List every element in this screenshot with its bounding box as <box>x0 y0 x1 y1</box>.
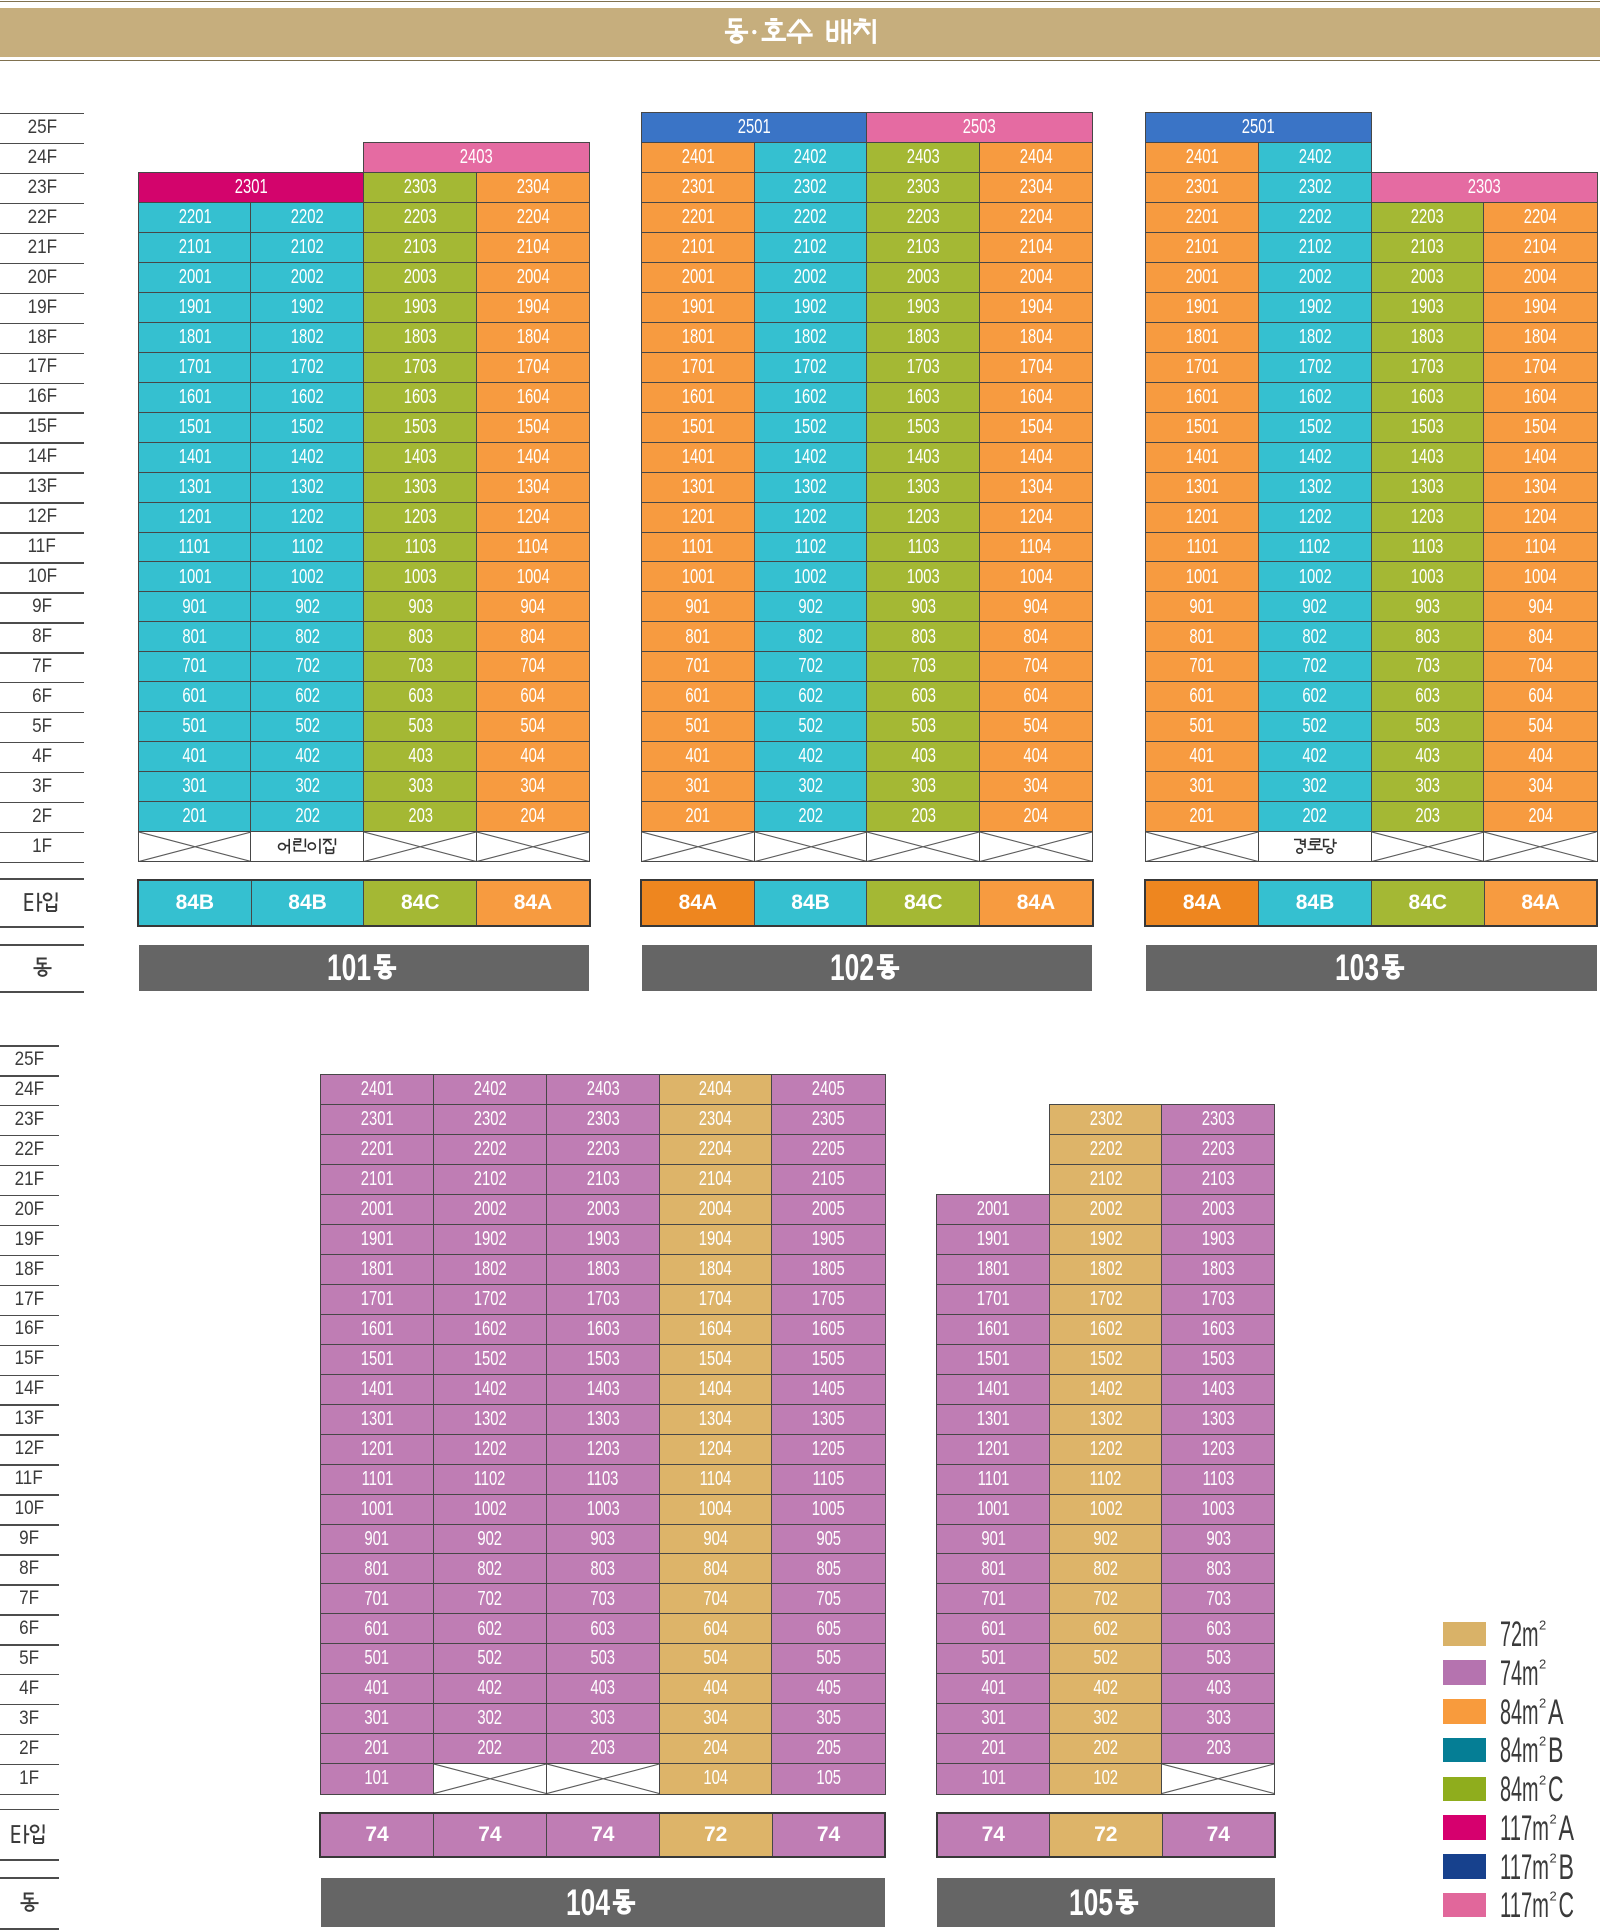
svg-text:84m: 84m <box>1500 1731 1539 1769</box>
svg-text:2: 2 <box>1539 1618 1546 1633</box>
svg-text:117m: 117m <box>1500 1848 1549 1886</box>
svg-text:117m: 117m <box>1500 1886 1549 1924</box>
svg-text:B: B <box>1558 1848 1574 1886</box>
svg-text:A: A <box>1558 1809 1574 1847</box>
svg-text:2: 2 <box>1539 1773 1546 1788</box>
svg-text:104: 104 <box>566 1882 610 1923</box>
svg-text:105: 105 <box>1069 1882 1113 1923</box>
svg-text:84m: 84m <box>1500 1770 1539 1808</box>
svg-text:103: 103 <box>1335 947 1379 988</box>
svg-text:B: B <box>1548 1731 1564 1769</box>
svg-text:A: A <box>1548 1693 1564 1731</box>
svg-text:102: 102 <box>830 947 874 988</box>
svg-text:2: 2 <box>1539 1734 1546 1749</box>
svg-text:C: C <box>1548 1770 1564 1808</box>
svg-text:84m: 84m <box>1500 1693 1539 1731</box>
svg-text:117m: 117m <box>1500 1809 1549 1847</box>
svg-text:2: 2 <box>1549 1811 1556 1826</box>
svg-text:2: 2 <box>1539 1656 1546 1671</box>
svg-text:72m: 72m <box>1500 1615 1539 1653</box>
svg-text:101: 101 <box>327 947 371 988</box>
svg-text:2: 2 <box>1539 1695 1546 1710</box>
svg-text:2: 2 <box>1549 1850 1556 1865</box>
svg-text:2: 2 <box>1549 1889 1556 1904</box>
svg-text:C: C <box>1558 1886 1574 1924</box>
svg-text:74m: 74m <box>1500 1654 1539 1692</box>
